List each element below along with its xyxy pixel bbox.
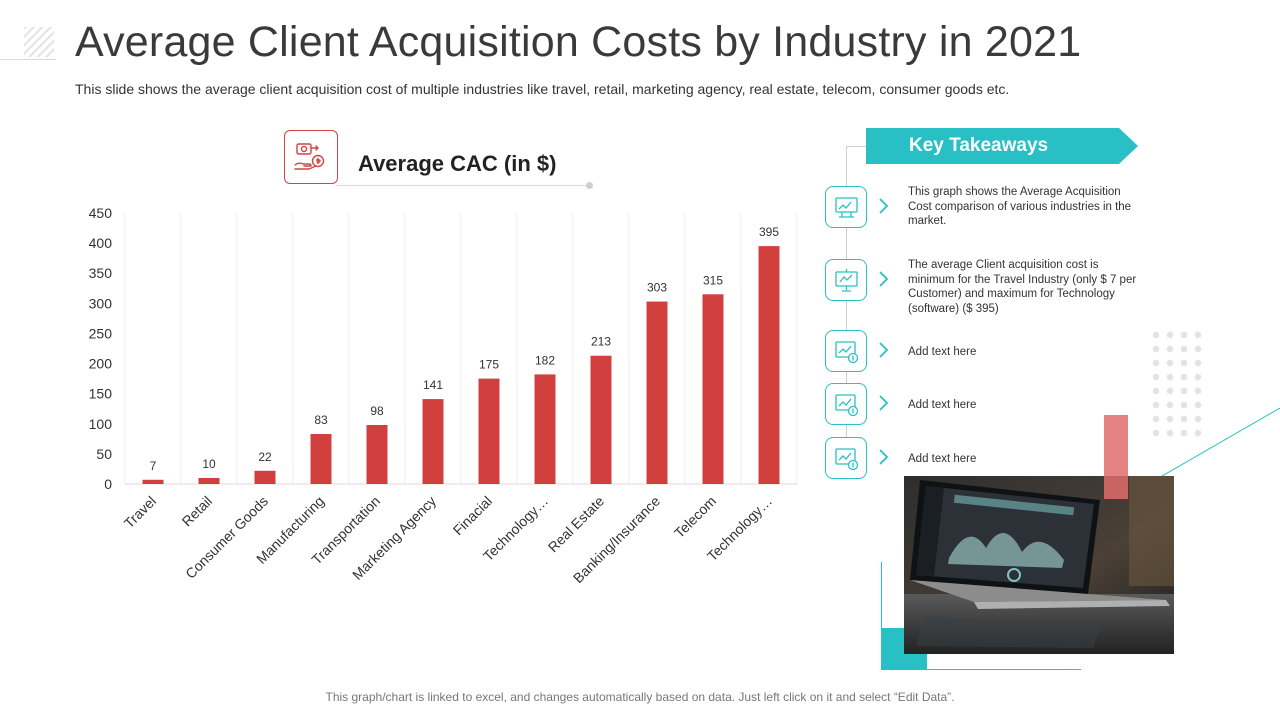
takeaway-text: The average Client acquisition cost is m… [908,259,1137,315]
bar [198,477,220,484]
bar [646,301,668,484]
x-category-label: Telecom [671,493,719,541]
chart-title-dot [586,182,593,189]
y-tick-label: 300 [89,295,113,311]
photo-frame-bottom [881,669,1081,670]
chart-title: Average CAC (in $) [358,151,557,176]
bar [534,374,556,484]
chevron-right-icon [879,271,889,287]
money-exchange-icon [284,130,338,184]
takeaway-text: Add text here [908,399,977,411]
y-tick-label: 450 [89,205,113,221]
takeaway-text: Add text here [908,346,977,358]
bar [310,434,332,484]
bar [758,246,780,484]
red-bar-decoration [1104,415,1128,499]
chart-dollar-icon [825,383,867,425]
bar-value-label: 7 [150,459,157,473]
chevron-right-icon [879,198,889,214]
y-tick-label: 150 [89,386,113,402]
takeaways-connector-top [846,146,868,147]
x-category-label: Retail [178,493,215,530]
takeaway-text: This graph shows the Average Acquisition… [908,186,1132,227]
y-tick-label: 50 [96,446,112,462]
y-tick-label: 0 [104,476,112,492]
chart-dollar-icon [825,437,867,479]
bar [422,399,444,484]
dot-grid-decoration [1149,328,1207,440]
y-tick-label: 400 [89,235,113,251]
chevron-right-icon [879,395,889,411]
bar-value-label: 303 [647,281,667,295]
bar-value-label: 213 [591,335,611,349]
growth-board-icon [825,186,867,228]
takeaway-text: Add text here [908,453,977,465]
x-category-label: Travel [121,493,159,531]
key-takeaways-banner: Key Takeaways [866,128,1138,164]
y-tick-label: 200 [89,356,113,372]
bar [702,294,724,484]
bar-value-label: 83 [314,413,328,427]
chevron-right-icon [879,449,889,465]
photo-frame-line [881,562,882,670]
corner-line-decoration [0,59,56,60]
y-tick-label: 250 [89,325,113,341]
bar-chart: 0 50 100 150 200 250 300 350 400 450 7 Travel 10 Reta… [89,205,798,586]
diagonal-line-decoration [1150,407,1280,484]
bar-value-label: 22 [258,450,272,464]
bar-value-label: 315 [703,273,723,287]
takeaways-connector [846,146,847,458]
bar-value-label: 98 [370,404,384,418]
y-tick-label: 100 [89,416,113,432]
presentation-screen-icon [825,259,867,301]
corner-hatch-decoration [24,27,54,57]
x-category-label: Finacial [450,493,495,538]
bar-value-label: 182 [535,353,555,367]
chevron-right-icon [879,342,889,358]
page-title: Average Client Acquisition Costs by Indu… [75,18,1082,66]
bar [590,355,612,484]
bar-value-label: 175 [479,358,499,372]
chart-dollar-icon [825,330,867,372]
bar-value-label: 141 [423,378,443,392]
laptop-photo [904,476,1174,654]
bar [254,470,276,484]
bar-value-label: 10 [202,457,216,471]
bar [366,424,388,484]
bar [478,378,500,484]
bar [142,479,164,484]
footer-note: This graph/chart is linked to excel, and… [325,690,955,704]
page-subtitle: This slide shows the average client acqu… [75,81,1010,97]
chart-title-underline [336,185,590,186]
y-tick-label: 350 [89,265,113,281]
bar-value-label: 395 [759,225,779,239]
